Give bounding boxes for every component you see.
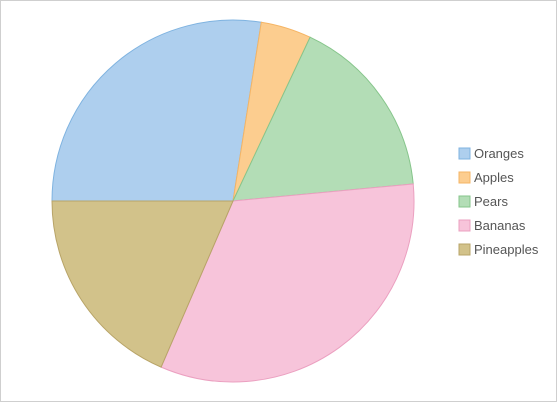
legend-label-pineapples: Pineapples [474,242,539,257]
legend-label-oranges: Oranges [474,146,524,161]
legend-swatch-pears [458,195,471,208]
legend-swatch-bananas [458,219,471,232]
legend-swatch-pineapples [458,243,471,256]
pie-slice-pears[interactable] [232,36,414,202]
chart-legend: Oranges Apples Pears Bananas Pineapples [458,146,539,257]
legend-label-apples: Apples [474,170,514,185]
pie-slice-pineapples[interactable] [51,200,234,368]
legend-label-pears: Pears [474,194,508,209]
legend-label-bananas: Bananas [474,218,526,233]
pie-slice-oranges[interactable] [51,19,262,202]
pie-slices [51,19,415,383]
pie-slice-bananas[interactable] [160,183,415,383]
legend-swatch-oranges [458,147,471,160]
legend-swatch-apples [458,171,471,184]
